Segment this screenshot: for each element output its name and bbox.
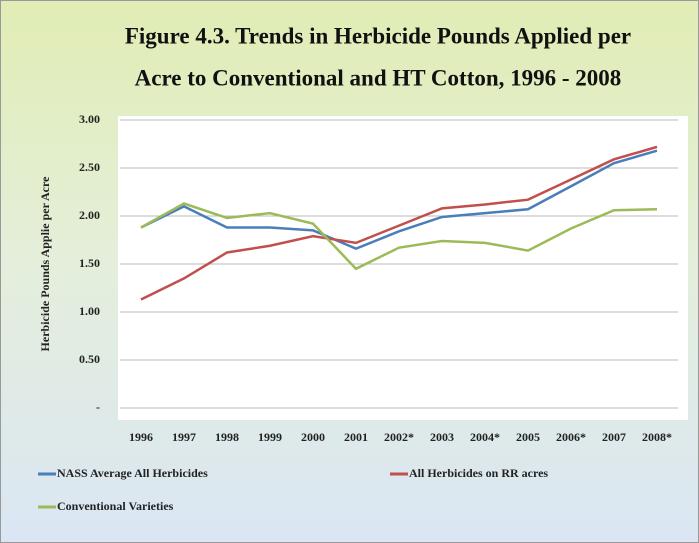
x-tick-label: 1998 bbox=[215, 430, 239, 444]
y-tick-label: 0.50 bbox=[79, 352, 100, 366]
x-tick-label: 2001 bbox=[344, 430, 368, 444]
x-tick-label: 2005 bbox=[516, 430, 540, 444]
plot-area bbox=[118, 116, 688, 420]
y-tick-label: 2.50 bbox=[79, 160, 100, 174]
chart-title: Acre to Conventional and HT Cotton, 1996… bbox=[135, 65, 622, 90]
chart-title: Figure 4.3. Trends in Herbicide Pounds A… bbox=[125, 23, 631, 48]
y-tick-label: 3.00 bbox=[79, 112, 100, 126]
x-tick-label: 2000 bbox=[301, 430, 325, 444]
series-line bbox=[140, 202, 658, 271]
x-tick-label: 2008* bbox=[642, 430, 672, 444]
x-tick-label: 1996 bbox=[129, 430, 153, 444]
x-tick-label: 2007 bbox=[602, 430, 626, 444]
series-line bbox=[140, 149, 658, 250]
legend-label: Conventional Varieties bbox=[57, 499, 174, 513]
series-line bbox=[140, 145, 658, 301]
x-tick-label: 2004* bbox=[470, 430, 500, 444]
x-tick-label: 2002* bbox=[384, 430, 414, 444]
y-tick-label: 2.00 bbox=[79, 208, 100, 222]
y-tick-label: - bbox=[96, 400, 100, 414]
x-tick-label: 1999 bbox=[258, 430, 282, 444]
y-tick-label: 1.00 bbox=[79, 304, 100, 318]
x-tick-label: 2003 bbox=[430, 430, 454, 444]
y-tick-label: 1.50 bbox=[79, 256, 100, 270]
x-tick-label: 1997 bbox=[172, 430, 196, 444]
legend-label: NASS Average All Herbicides bbox=[57, 466, 208, 480]
legend-label: All Herbicides on RR acres bbox=[409, 466, 548, 480]
x-tick-label: 2006* bbox=[556, 430, 586, 444]
y-axis-label: Herbicide Pounds Applie per Acre bbox=[38, 176, 52, 352]
